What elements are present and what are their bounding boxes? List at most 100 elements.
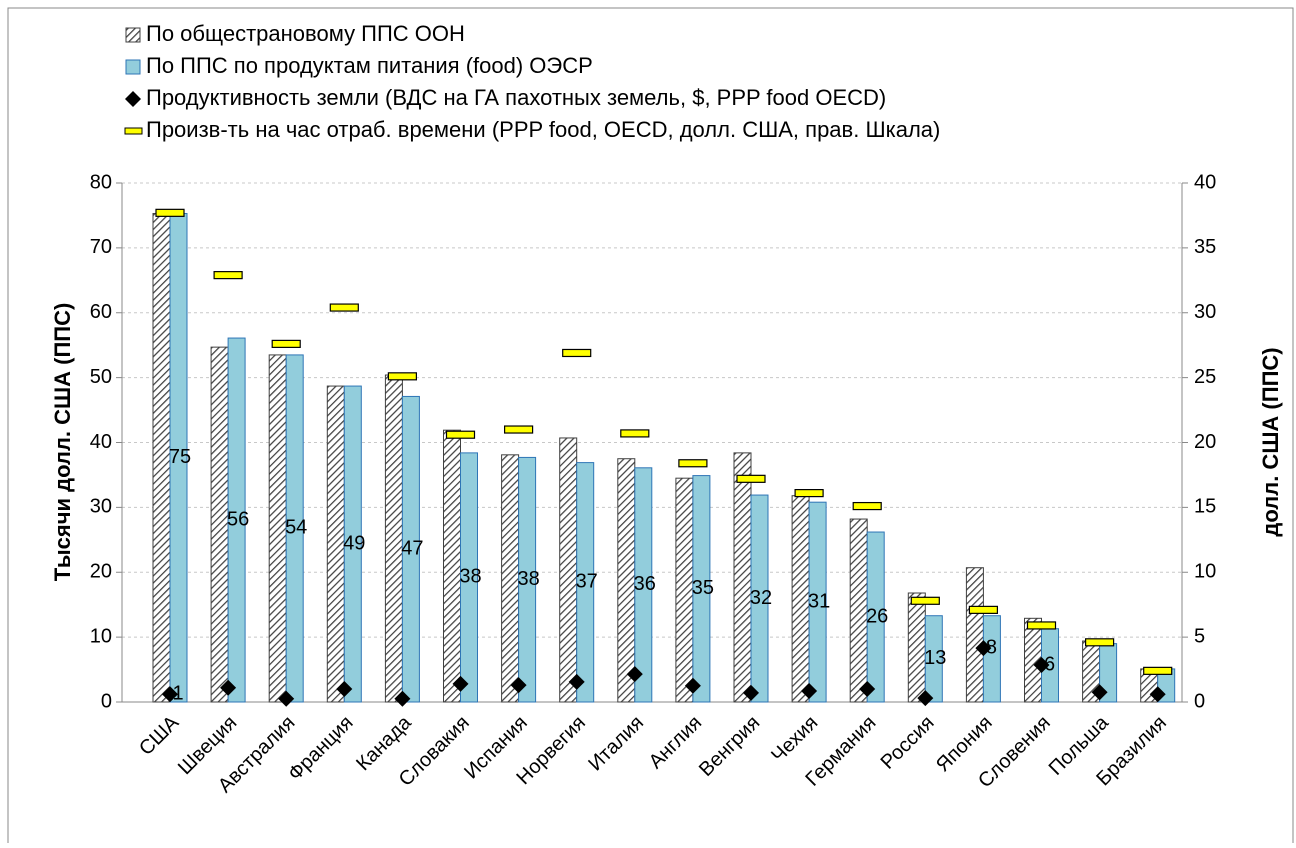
diamond-marker — [801, 682, 818, 699]
legend-label: Произв-ть на час отраб. времени (PPP foo… — [146, 117, 940, 142]
bar — [559, 437, 578, 703]
y2-tick-label: 20 — [1194, 431, 1216, 453]
dash-marker — [213, 271, 243, 280]
data-label: 54 — [285, 517, 307, 539]
legend-swatch — [125, 27, 141, 43]
y2-tick-label: 15 — [1194, 496, 1216, 518]
bar — [849, 518, 868, 703]
bar — [982, 615, 1001, 703]
bar — [401, 395, 420, 703]
bar — [692, 475, 711, 703]
y-tick-label: 50 — [90, 366, 112, 388]
diamond-marker — [162, 686, 178, 703]
x-tick-label: Венгрия — [695, 712, 764, 781]
bar — [227, 337, 246, 703]
diamond-marker — [859, 681, 876, 698]
dash-marker — [620, 429, 650, 438]
legend-label: По ППС по продуктам питания (food) ОЭСР — [146, 53, 593, 78]
bar — [733, 452, 752, 703]
bar — [965, 567, 984, 703]
y-tick-label: 20 — [90, 561, 112, 583]
y-tick-label: 10 — [90, 625, 112, 647]
diamond-marker — [336, 681, 353, 698]
dash-marker — [271, 339, 301, 348]
y2-tick-label: 40 — [1194, 171, 1216, 193]
dash-marker — [329, 303, 359, 312]
diamond-marker — [510, 677, 527, 694]
bar — [460, 452, 478, 703]
bar — [501, 454, 520, 703]
dash-marker — [445, 430, 476, 439]
bar — [808, 501, 827, 703]
bar — [675, 477, 694, 703]
diamond-marker — [220, 679, 237, 696]
y2-tick-label: 0 — [1194, 690, 1205, 712]
data-label: 26 — [866, 605, 888, 627]
dash-marker — [852, 501, 882, 511]
bar — [268, 354, 287, 703]
y2-tick-label: 35 — [1194, 236, 1216, 258]
y2-tick-label: 5 — [1194, 625, 1205, 647]
dash-marker — [678, 459, 708, 468]
bar — [326, 385, 345, 703]
bar — [791, 495, 810, 703]
diamond-marker — [394, 690, 411, 707]
data-label: 38 — [459, 566, 481, 588]
bar — [518, 456, 537, 703]
dash-marker — [794, 489, 824, 498]
data-label: 75 — [169, 446, 191, 468]
bar — [634, 467, 653, 703]
legend-label: По общестрановому ППС ООН — [146, 21, 465, 46]
diamond-marker — [917, 690, 934, 707]
y-tick-label: 0 — [101, 690, 112, 712]
y-tick-label: 30 — [90, 496, 112, 518]
bar — [384, 374, 403, 703]
bar — [210, 346, 229, 703]
data-label: 47 — [401, 538, 423, 560]
data-label: 8 — [986, 636, 997, 658]
data-label: 36 — [634, 573, 656, 595]
diamond-marker — [568, 673, 585, 690]
bar — [576, 462, 595, 703]
data-label: 56 — [227, 508, 249, 530]
y-tick-label: 80 — [90, 171, 112, 193]
dash-marker — [562, 348, 592, 358]
y-axis-title: Тысячи долл. США (ППС) — [50, 303, 75, 582]
dash-marker — [968, 605, 999, 614]
dash-marker — [1143, 666, 1173, 675]
data-label: 31 — [808, 590, 830, 612]
diamond-marker — [684, 677, 701, 694]
diamond-marker — [1091, 684, 1108, 701]
legend-swatch — [125, 91, 141, 107]
bar — [343, 385, 362, 703]
legend-swatch — [125, 59, 141, 75]
y2-tick-label: 10 — [1194, 561, 1216, 583]
data-label: 49 — [343, 532, 365, 554]
bar — [924, 615, 943, 703]
bar — [866, 531, 885, 703]
data-label: 38 — [517, 568, 539, 590]
diamond-marker — [626, 666, 643, 683]
bar — [617, 458, 636, 703]
y2-tick-label: 25 — [1194, 366, 1216, 388]
x-tick-label: Россия — [877, 712, 939, 774]
x-tick-label: США — [135, 711, 184, 760]
data-label: 35 — [692, 577, 714, 599]
bar — [285, 354, 304, 703]
y-tick-label: 60 — [90, 301, 112, 323]
dash-marker — [504, 425, 534, 434]
dash-marker — [1084, 638, 1115, 647]
x-tick-label: Чехия — [767, 712, 822, 767]
dash-marker — [155, 208, 185, 217]
diamond-marker — [975, 640, 992, 657]
dash-marker — [387, 372, 417, 381]
diamond-marker — [1033, 657, 1050, 674]
x-tick-label: Франция — [284, 712, 358, 786]
diamond-marker — [278, 690, 295, 707]
dash-marker — [910, 596, 940, 605]
diamond-marker — [452, 675, 469, 692]
legend-label: Продуктивность земли (ВДС на ГА пахотных… — [146, 85, 886, 110]
data-label: 13 — [924, 647, 946, 669]
data-label: 1 — [172, 682, 183, 704]
